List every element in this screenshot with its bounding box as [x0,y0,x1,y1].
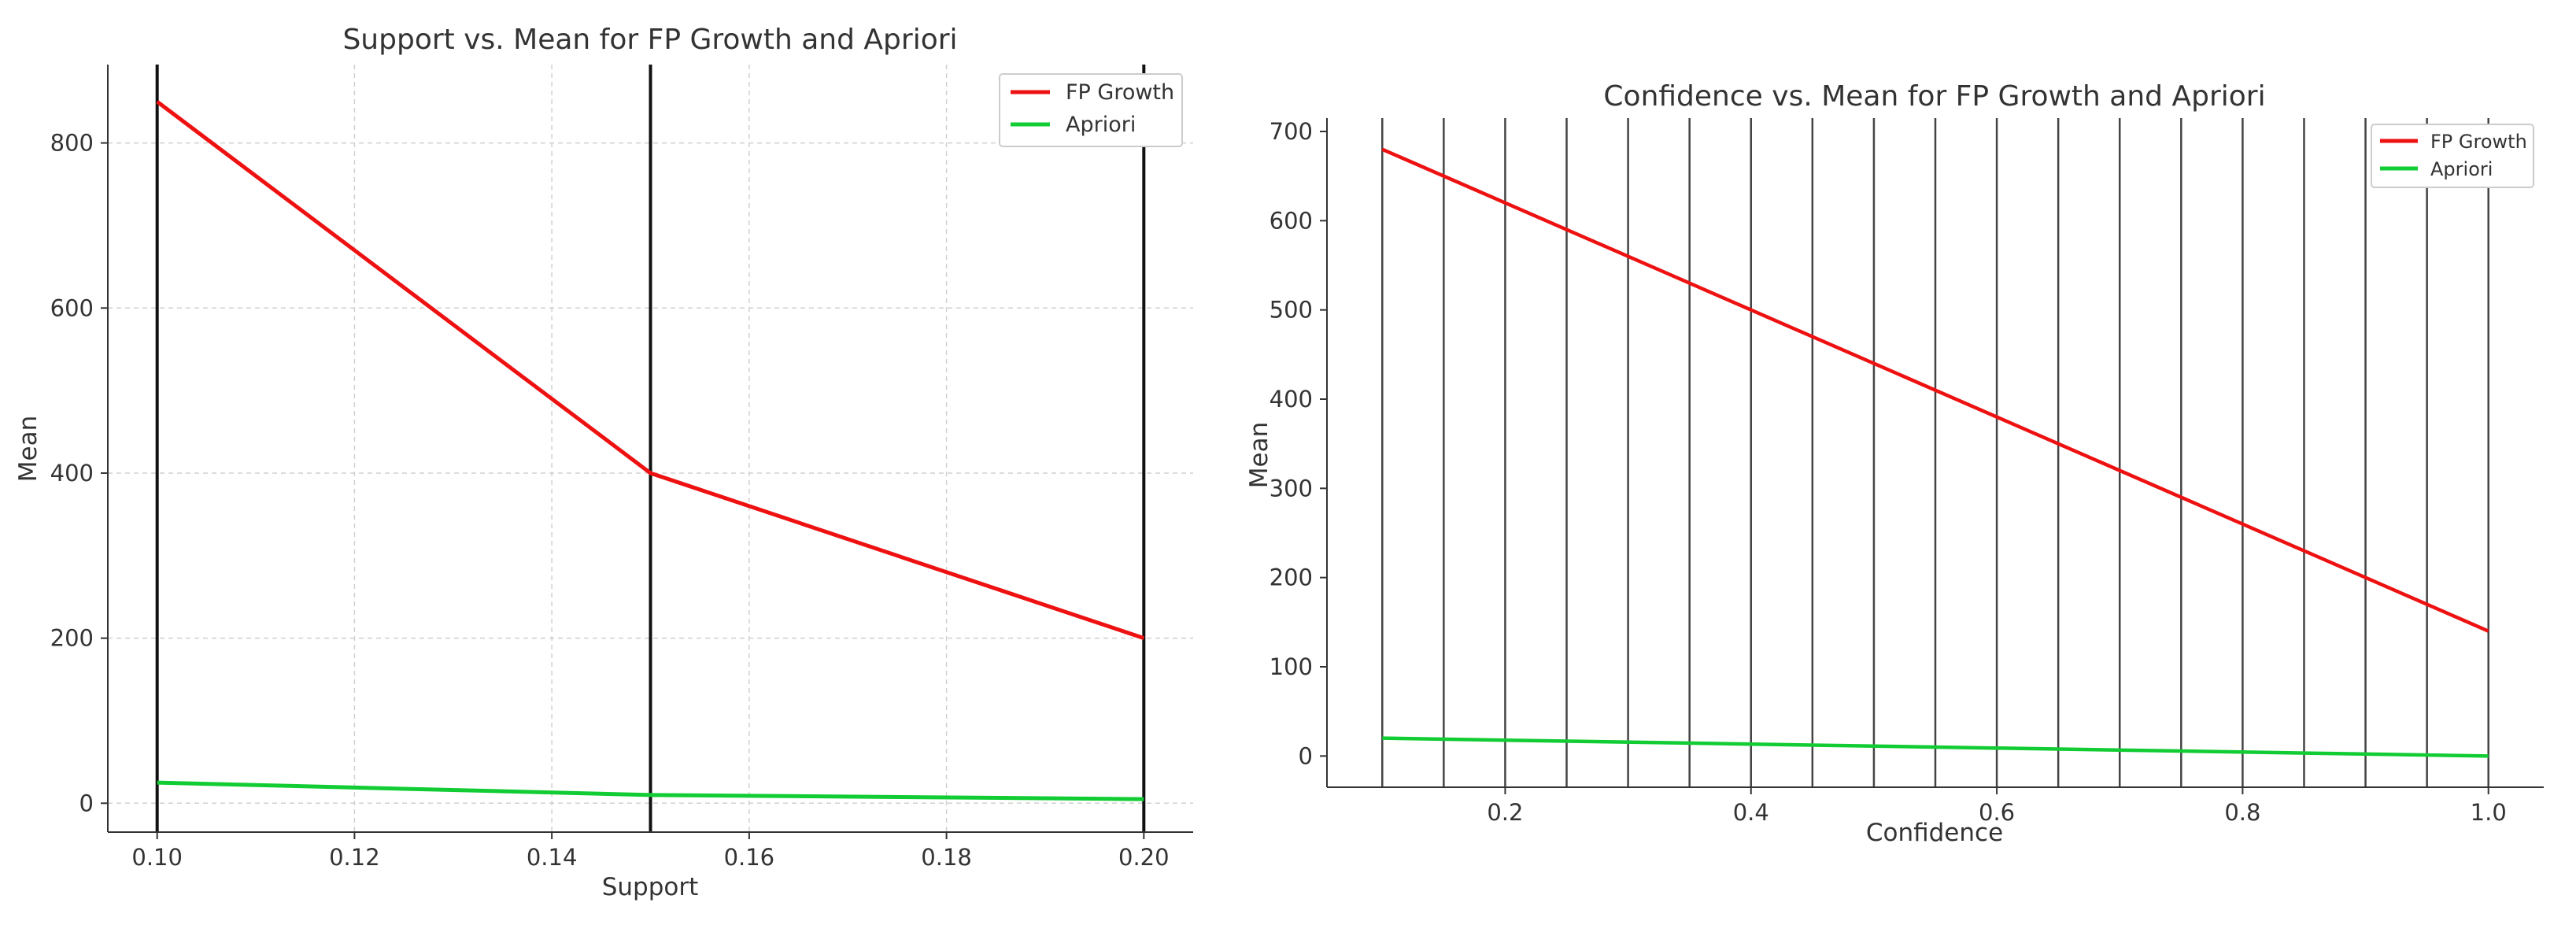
x-tick-label: 0.8 [2224,799,2260,826]
x-tick-label: 0.16 [724,844,775,871]
x-tick-labels: 0.2 0.4 0.6 0.8 1.0 [1487,787,2507,826]
x-tick-label: 1.0 [2471,799,2507,826]
x-tick-label: 0.14 [527,844,578,871]
chart-title: Confidence vs. Mean for FP Growth and Ap… [1603,80,2265,113]
series-lines [1381,147,2489,758]
series-line-apriori [1382,736,2489,758]
vertical-lines [1381,118,2489,787]
y-tick-label: 300 [1270,475,1313,501]
legend: FP Growth Apriori [2371,124,2534,188]
x-tick-label: 0.18 [921,844,972,871]
vertical-lines [155,65,1146,832]
axes [107,65,1193,833]
x-tick-label: 0.10 [131,844,183,871]
y-tick-label: 100 [1270,653,1313,680]
y-tick-label: 700 [1270,118,1313,145]
y-tick-label: 400 [50,460,94,487]
x-tick-label: 0.12 [329,844,380,871]
legend: FP Growth Apriori [999,73,1183,147]
chart-title: Support vs. Mean for FP Growth and Aprio… [342,24,957,56]
y-tick-label: 0 [79,790,94,816]
y-tick-label: 800 [50,130,94,157]
x-tick-label: 0.4 [1733,799,1769,826]
legend-label-fp-growth: FP Growth [2430,131,2527,153]
legend-label-apriori: Apriori [2430,158,2493,180]
y-axis-label: Mean [1245,422,1273,488]
x-tick-labels: 0.10 0.12 0.14 0.16 0.18 0.20 [131,832,1170,871]
axes [1326,118,2544,788]
series-line-apriori [157,780,1144,801]
series-line-fp-growth [156,100,1145,640]
y-tick-label: 600 [1270,207,1313,234]
support-chart: Support vs. Mean for FP Growth and Aprio… [14,24,1193,901]
x-tick-label: 0.20 [1118,844,1170,871]
y-axis-label: Mean [14,416,43,482]
y-tick-label: 0 [1299,742,1313,769]
legend-label-apriori: Apriori [1066,113,1136,137]
y-tick-labels: 0 200 400 600 800 [50,130,108,816]
series-lines [156,100,1145,801]
x-axis-label: Support [602,873,699,901]
y-tick-label: 500 [1270,297,1313,324]
x-axis-label: Confidence [1866,819,2003,847]
y-tick-labels: 0 100 200 300 400 500 600 700 [1270,118,1327,769]
series-line-fp-growth [1381,147,2489,633]
x-tick-label: 0.6 [1979,799,2015,826]
legend-label-fp-growth: FP Growth [1066,80,1174,105]
x-tick-label: 0.2 [1487,799,1523,826]
y-tick-label: 200 [1270,564,1313,591]
y-tick-label: 400 [1270,386,1313,413]
y-tick-label: 200 [50,625,94,652]
confidence-chart: Confidence vs. Mean for FP Growth and Ap… [1245,80,2544,847]
y-tick-label: 600 [50,294,94,321]
